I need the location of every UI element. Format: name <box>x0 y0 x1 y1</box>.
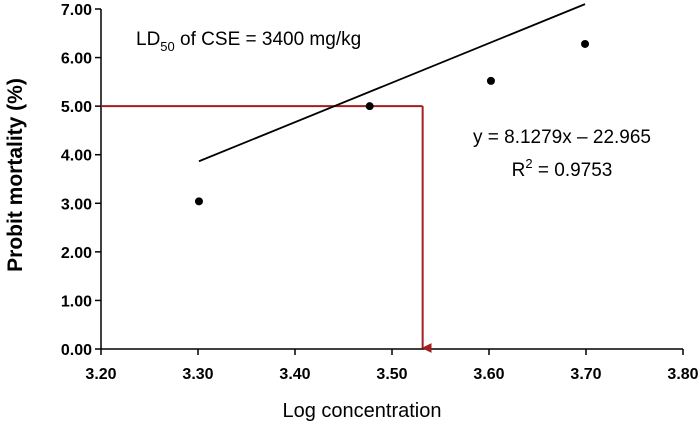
y-tick-label: 1.00 <box>61 293 92 310</box>
y-tick-label: 5.00 <box>61 99 92 116</box>
ld50-guide-lines <box>101 105 432 353</box>
x-tick-label: 3.20 <box>85 366 116 383</box>
y-tick-label: 0.00 <box>61 342 92 359</box>
y-tick-label: 7.00 <box>61 2 92 19</box>
x-tick-label: 3.80 <box>667 366 698 383</box>
y-axis-ticks: 0.00 1.00 2.00 3.00 4.00 5.00 6.00 7.00 <box>61 2 101 359</box>
x-tick-label: 3.60 <box>473 366 504 383</box>
data-point <box>486 76 495 85</box>
x-axis-ticks: 3.20 3.30 3.40 3.50 3.60 3.70 3.80 <box>85 349 699 383</box>
y-tick-label: 6.00 <box>61 51 92 68</box>
data-point <box>581 39 590 48</box>
data-point <box>365 102 374 111</box>
y-tick-label: 2.00 <box>61 245 92 262</box>
x-tick-label: 3.70 <box>570 366 601 383</box>
data-point <box>194 197 203 206</box>
ld50-prefix: LD <box>136 29 160 50</box>
x-tick-label: 3.50 <box>376 366 407 383</box>
r2-value: = 0.9753 <box>533 160 613 181</box>
trendline <box>198 3 586 163</box>
ld50-annotation: LD50 of CSE = 3400 mg/kg <box>136 29 361 54</box>
y-tick-label: 3.00 <box>61 196 92 213</box>
y-tick-label: 4.00 <box>61 148 92 165</box>
r2-prefix: R <box>512 160 526 181</box>
x-tick-label: 3.30 <box>182 366 213 383</box>
y-axis-label: Probit mortality (%) <box>4 78 27 272</box>
ld50-subscript: 50 <box>160 39 174 54</box>
r-squared-label: R2 = 0.9753 <box>512 156 613 181</box>
trendline-group <box>198 3 586 163</box>
x-tick-label: 3.40 <box>279 366 310 383</box>
x-axis-label: Log concentration <box>282 400 441 422</box>
regression-equation: y = 8.1279x – 22.965 <box>473 127 651 148</box>
ld50-suffix: of CSE = 3400 mg/kg <box>175 29 361 50</box>
r2-superscript: 2 <box>525 156 532 171</box>
data-points <box>194 39 590 206</box>
